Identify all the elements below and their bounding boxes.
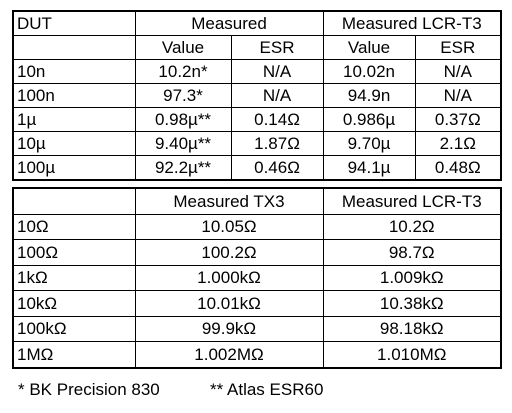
table-row: 100kΩ 99.9kΩ 98.18kΩ — [12, 315, 502, 342]
header-cell: Measured LCR-T3 — [322, 10, 502, 36]
data-cell: 94.9n — [322, 83, 416, 108]
capacitor-table: DUT Measured Measured LCR-T3 Value ESR Value E… — [12, 10, 503, 181]
header-cell: Measured LCR-T3 — [322, 187, 502, 215]
row-label: 100kΩ — [12, 315, 136, 342]
table-row: DUT Measured Measured LCR-T3 — [12, 10, 502, 36]
table-row: 10n 10.2n* N/A 10.02n N/A — [12, 59, 502, 84]
subheader-cell: Value — [322, 35, 416, 60]
data-cell: 1.000kΩ — [134, 264, 324, 291]
row-label: 1MΩ — [12, 341, 136, 368]
row-label: 100Ω — [12, 239, 136, 266]
data-cell: 0.37Ω — [414, 107, 502, 132]
row-label: 10kΩ — [12, 290, 136, 317]
row-label: 100µ — [12, 155, 136, 181]
row-label: 1kΩ — [12, 264, 136, 291]
data-cell: 0.98µ** — [134, 107, 232, 132]
data-cell: 92.2µ** — [134, 155, 232, 181]
data-cell: 97.3* — [134, 83, 232, 108]
data-cell: 99.9kΩ — [134, 315, 324, 342]
resistor-table: Measured TX3 Measured LCR-T3 10Ω 10.05Ω 10.2… — [12, 187, 502, 369]
data-cell: 1.010MΩ — [322, 341, 502, 368]
header-cell: DUT — [12, 10, 136, 36]
data-cell: 2.1Ω — [414, 131, 502, 156]
row-label: 10µ — [12, 131, 136, 156]
table-row: Value ESR Value ESR — [12, 35, 502, 60]
data-cell: N/A — [414, 83, 502, 108]
table-row: Measured TX3 Measured LCR-T3 — [12, 187, 502, 215]
data-cell: 98.7Ω — [322, 239, 502, 266]
table-row: 10Ω 10.05Ω 10.2Ω — [12, 213, 502, 240]
row-label: 100n — [12, 83, 136, 108]
data-cell: 0.986µ — [322, 107, 416, 132]
data-cell: 0.14Ω — [230, 107, 324, 132]
table-row: 100Ω 100.2Ω 98.7Ω — [12, 239, 502, 266]
data-cell: N/A — [230, 59, 324, 84]
data-cell: 1.009kΩ — [322, 264, 502, 291]
data-cell: 100.2Ω — [134, 239, 324, 266]
table-row: 100n 97.3* N/A 94.9n N/A — [12, 83, 502, 108]
data-cell: 10.02n — [322, 59, 416, 84]
data-cell: 98.18kΩ — [322, 315, 502, 342]
subheader-cell: ESR — [230, 35, 324, 60]
table-row: 1kΩ 1.000kΩ 1.009kΩ — [12, 264, 502, 291]
data-cell: 9.70µ — [322, 131, 416, 156]
data-cell: 1.002MΩ — [134, 341, 324, 368]
empty-cell — [12, 35, 136, 60]
header-cell: Measured TX3 — [134, 187, 324, 215]
data-cell: 10.2n* — [134, 59, 232, 84]
subheader-cell: ESR — [414, 35, 502, 60]
table-row: 1MΩ 1.002MΩ 1.010MΩ — [12, 341, 502, 368]
table-row: 100µ 92.2µ** 0.46Ω 94.1µ 0.48Ω — [12, 155, 502, 181]
data-cell: 10.05Ω — [134, 213, 324, 240]
row-label: 10n — [12, 59, 136, 84]
header-cell: Measured — [134, 10, 324, 36]
footnote: ** Atlas ESR60 — [210, 380, 324, 399]
table-row: 1µ 0.98µ** 0.14Ω 0.986µ 0.37Ω — [12, 107, 502, 132]
data-cell: 9.40µ** — [134, 131, 232, 156]
data-cell: 10.2Ω — [322, 213, 502, 240]
footnote: * BK Precision 830 — [18, 380, 160, 399]
data-cell: N/A — [230, 83, 324, 108]
data-cell: 0.48Ω — [414, 155, 502, 181]
data-cell: 10.01kΩ — [134, 290, 324, 317]
data-cell: 10.38kΩ — [322, 290, 502, 317]
data-cell: 0.46Ω — [230, 155, 324, 181]
row-label: 10Ω — [12, 213, 136, 240]
subheader-cell: Value — [134, 35, 232, 60]
table-row: 10µ 9.40µ** 1.87Ω 9.70µ 2.1Ω — [12, 131, 502, 156]
data-cell: 1.87Ω — [230, 131, 324, 156]
table-row: 10kΩ 10.01kΩ 10.38kΩ — [12, 290, 502, 317]
empty-cell — [12, 187, 136, 215]
data-cell: 94.1µ — [322, 155, 416, 181]
row-label: 1µ — [12, 107, 136, 132]
data-cell: N/A — [414, 59, 502, 84]
